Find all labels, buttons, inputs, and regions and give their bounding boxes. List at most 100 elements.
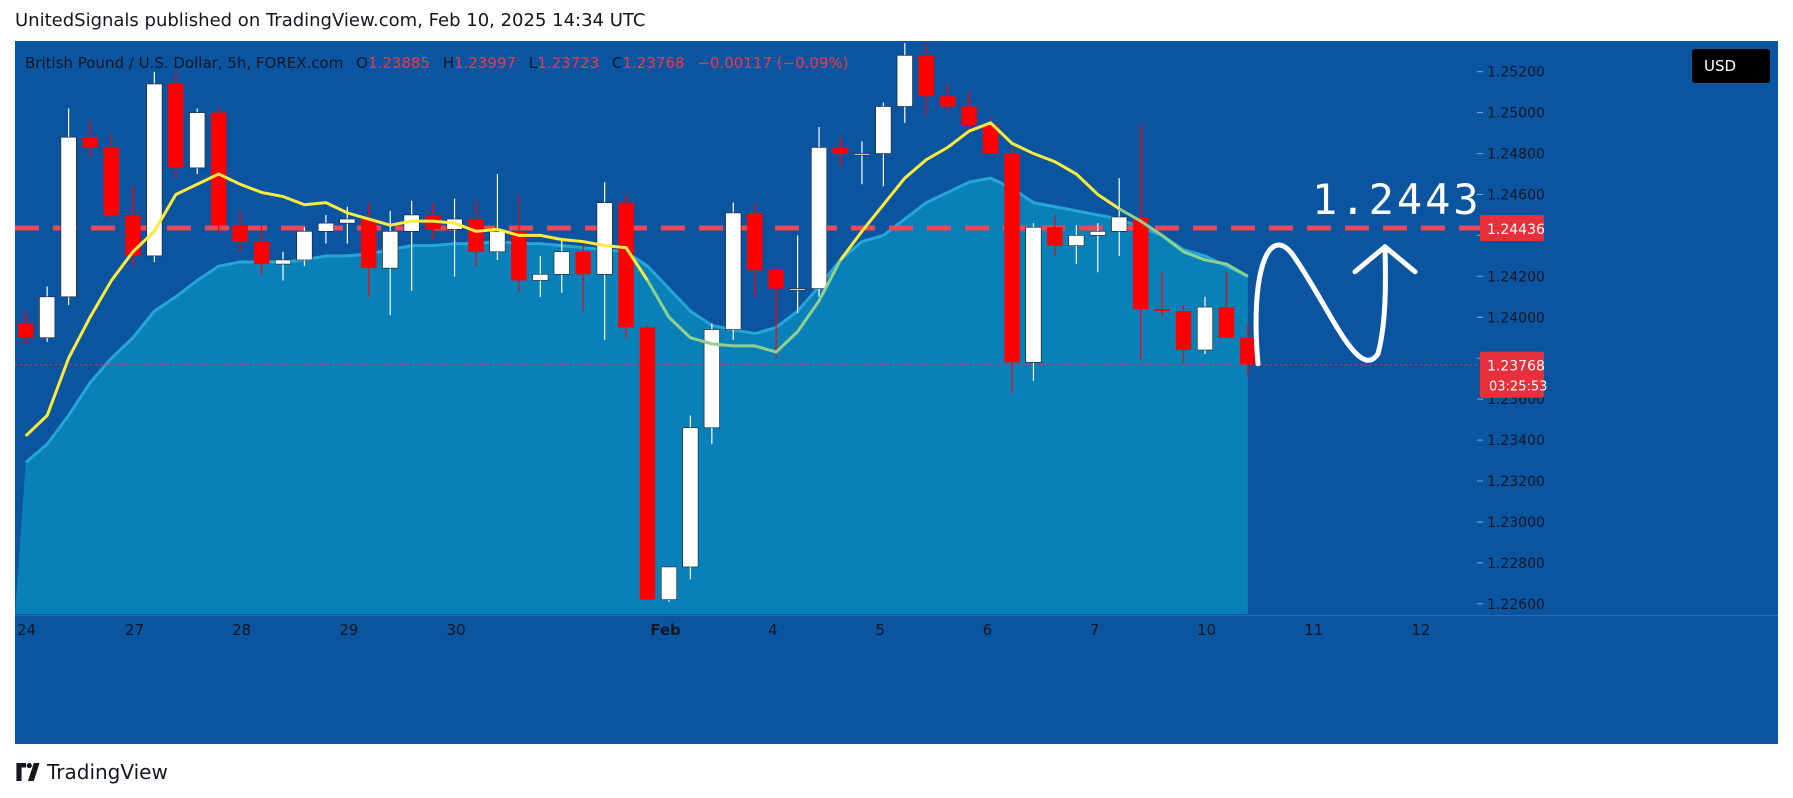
candle-down	[511, 231, 527, 281]
candle-down	[639, 327, 656, 600]
open-label: O	[356, 54, 368, 72]
bar-countdown: 03:25:53	[1489, 380, 1547, 395]
candle-up	[1068, 235, 1085, 246]
candle-up	[274, 259, 292, 265]
candle-up	[189, 112, 206, 169]
close-value: 1.23768	[622, 54, 685, 72]
candle-down	[747, 212, 763, 271]
time-tick-label: 28	[232, 621, 251, 639]
time-tick-label: 7	[1090, 621, 1100, 639]
candle-down	[210, 112, 227, 226]
candle-up	[682, 427, 699, 568]
current-price-label-bg	[1480, 351, 1544, 398]
area-layer	[15, 176, 1249, 614]
candle-up	[660, 566, 677, 600]
candle-down	[832, 147, 849, 154]
candle-down	[1047, 227, 1063, 246]
level-price-label: 1.24436	[1487, 222, 1545, 238]
candle-up	[789, 288, 806, 291]
target-price-annotation: 1.2443	[1312, 175, 1482, 224]
time-tick-label: Feb	[650, 621, 681, 639]
price-tick-label: 1.25000	[1487, 106, 1545, 122]
open-value: 1.23885	[367, 54, 430, 72]
published-line: UnitedSignals published on TradingView.c…	[15, 10, 646, 31]
price-chart[interactable]: 1.2443 1.22600 1.22800 1.23000 1.23200 1.234…	[15, 41, 1778, 744]
time-tick-label: 6	[983, 621, 993, 639]
candle-down	[575, 251, 591, 275]
candle-down	[103, 147, 120, 215]
high-value: 1.23997	[454, 54, 517, 72]
time-tick-label: 11	[1304, 621, 1323, 639]
candle-down	[1132, 216, 1149, 310]
wave-arrow-path	[1253, 242, 1388, 367]
time-tick-label: 5	[875, 621, 885, 639]
level-price-label-bg	[1480, 215, 1544, 242]
time-tick-label: 24	[17, 621, 36, 639]
price-tick-label: 1.23000	[1487, 515, 1545, 531]
candle-up	[317, 222, 334, 232]
candle-down	[232, 225, 248, 242]
candle-down	[253, 241, 270, 265]
price-tick-label: 1.23200	[1487, 474, 1545, 490]
candle-down	[468, 219, 484, 252]
price-tick-label: 1.24000	[1487, 310, 1545, 326]
candle-down	[1154, 309, 1170, 312]
high-label: H	[442, 54, 455, 72]
candle-down	[82, 137, 98, 148]
currency-badge[interactable]: USD	[1692, 49, 1770, 83]
candle-up	[489, 231, 506, 253]
candle-up	[60, 136, 77, 298]
candle-up	[296, 231, 313, 261]
price-tick-label: 1.25200	[1487, 65, 1545, 81]
candle-down	[18, 323, 34, 338]
symbol-name[interactable]: British Pound / U.S. Dollar, 5h, FOREX.c…	[25, 54, 344, 72]
annotation-layer: 1.2443	[1253, 175, 1482, 367]
time-tick-label: 29	[339, 621, 358, 639]
candle-up	[532, 273, 549, 281]
tradingview-logo[interactable]: TradingView	[15, 760, 168, 784]
low-value: 1.23723	[537, 54, 600, 72]
candle-up	[382, 231, 399, 269]
candle-up	[1111, 216, 1128, 232]
symbol-info-bar: British Pound / U.S. Dollar, 5h, FOREX.c…	[25, 54, 849, 72]
time-axis-divider	[15, 615, 1778, 616]
axis-layer: 1.226001.228001.230001.232001.234001.236…	[17, 65, 1547, 639]
time-tick-label: 10	[1197, 621, 1216, 639]
price-tick-label: 1.24200	[1487, 269, 1545, 285]
time-tick-label: 4	[768, 621, 778, 639]
ma-line-yellow	[24, 172, 649, 438]
grid-layer	[15, 615, 1778, 616]
current-price-label: 1.23768	[1487, 359, 1545, 375]
candle-down	[1218, 307, 1235, 338]
close-label: C	[612, 54, 623, 72]
price-tick-label: 1.24600	[1487, 187, 1545, 203]
candle-down	[982, 124, 999, 154]
candle-up	[146, 83, 163, 257]
change-value: −0.00117 (−0.09%)	[697, 54, 849, 72]
candle-up	[725, 212, 742, 330]
candle-up	[1196, 306, 1214, 351]
candle-up	[1089, 231, 1106, 236]
candle-down	[168, 83, 184, 168]
ma-line-yellow	[839, 121, 1121, 261]
candle-down	[125, 214, 141, 256]
ma-line-green	[1118, 207, 1249, 278]
candle-down	[961, 106, 977, 125]
candle-up	[1025, 226, 1042, 363]
time-tick-label: 27	[125, 621, 144, 639]
candle-up	[896, 55, 913, 107]
candle-down	[1175, 311, 1192, 351]
candle-down	[939, 96, 956, 107]
candle-down	[361, 219, 377, 269]
time-tick-label: 12	[1411, 621, 1430, 639]
candle-up	[553, 251, 570, 275]
chart-frame[interactable]: 1.2443 1.22600 1.22800 1.23000 1.23200 1.234…	[15, 41, 1778, 744]
price-tick-label: 1.22600	[1487, 597, 1545, 613]
candle-up	[703, 329, 720, 429]
ma-layer	[24, 121, 1249, 438]
low-label: L	[528, 54, 538, 72]
ma-line-green	[646, 259, 842, 354]
candle-up	[339, 218, 356, 224]
candle-up	[596, 202, 613, 275]
candle-down	[918, 55, 934, 97]
